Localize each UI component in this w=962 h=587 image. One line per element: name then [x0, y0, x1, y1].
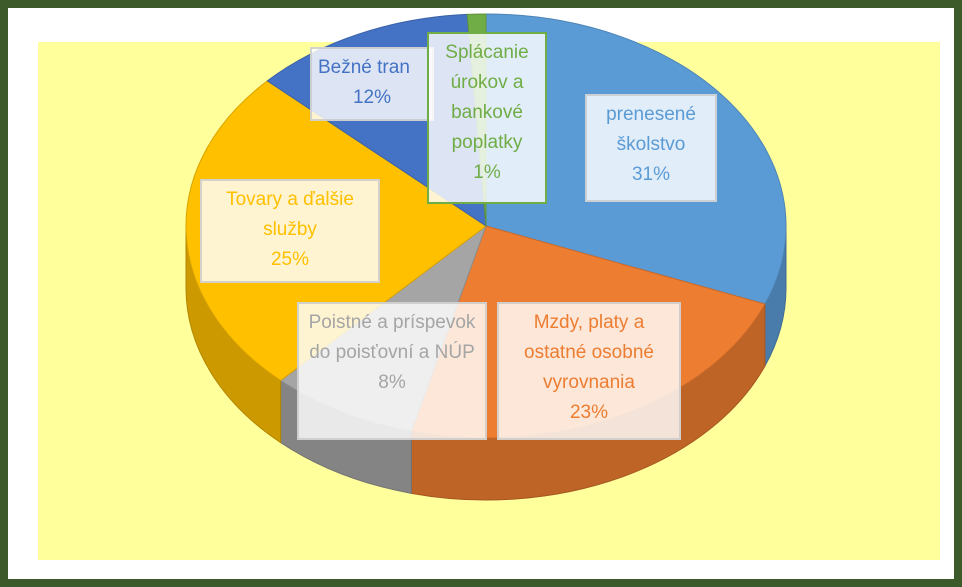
- category-label: Bežné tran: [318, 57, 410, 78]
- value-label: 23%: [569, 402, 609, 423]
- data-label: Mzdy, platy a ostatné osobné vyrovnania 2…: [497, 302, 681, 440]
- data-label: Tovary a ďalšie služby 25%: [200, 179, 380, 283]
- data-label: Splácanie úrokov a bankové poplatky 1%: [427, 32, 547, 204]
- value-label: 8%: [378, 372, 406, 393]
- data-label: prenesené školstvo 31%: [585, 94, 717, 202]
- category-label: Poistné a príspevok do poisťovní a NÚP: [308, 312, 476, 363]
- category-label: prenesené školstvo: [606, 104, 696, 155]
- value-label: 31%: [631, 164, 671, 185]
- value-label: 1%: [473, 162, 501, 183]
- category-label: Tovary a ďalšie služby: [226, 189, 354, 240]
- category-label: Mzdy, platy a ostatné osobné vyrovnania: [524, 312, 654, 393]
- category-label: Splácanie úrokov a bankové poplatky: [445, 42, 529, 153]
- data-label: Poistné a príspevok do poisťovní a NÚP 8%: [297, 302, 487, 440]
- value-label: 12%: [352, 87, 392, 108]
- data-label: Bežné tran 12%: [310, 47, 434, 121]
- value-label: 25%: [270, 249, 310, 270]
